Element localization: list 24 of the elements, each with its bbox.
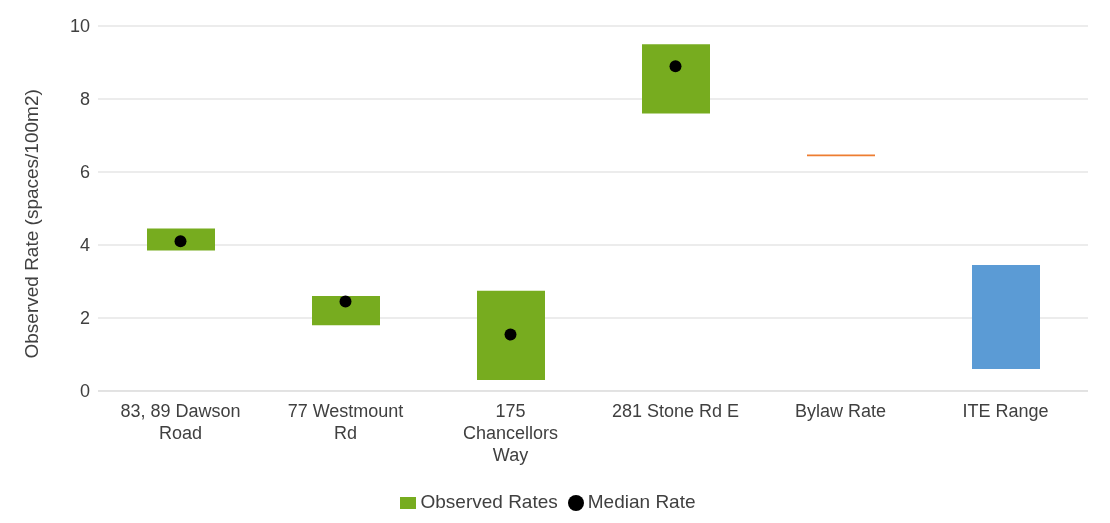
y-tick-label: 10 [69, 16, 90, 37]
bar [477, 290, 545, 381]
bar [642, 44, 710, 114]
legend-label: Observed Rates [420, 491, 558, 512]
y-tick-label: 8 [79, 89, 90, 110]
x-tick-label: 281 Stone Rd E [611, 401, 740, 421]
x-tick-label: ITE Range [962, 401, 1049, 421]
point [174, 235, 187, 248]
point [504, 328, 517, 341]
y-tick-label: 6 [79, 162, 90, 183]
x-tick-label: Bylaw Rate [794, 401, 887, 421]
legend-label: Median Rate [587, 491, 696, 512]
x-tick-label: 83, 89 Dawson Road [120, 401, 241, 443]
bar [312, 296, 380, 326]
x-tick-label: 175 Chancellors Way [462, 401, 559, 465]
bar [147, 228, 215, 251]
point [339, 295, 352, 308]
x-tick-label: 77 Westmount Rd [287, 401, 404, 443]
bar [972, 265, 1040, 370]
y-axis-title: Observed Rate (spaces/100m2) [20, 89, 42, 359]
y-tick-label: 0 [79, 381, 90, 402]
point [669, 60, 682, 73]
y-tick-label: 4 [79, 235, 90, 256]
y-tick-label: 2 [79, 308, 90, 329]
